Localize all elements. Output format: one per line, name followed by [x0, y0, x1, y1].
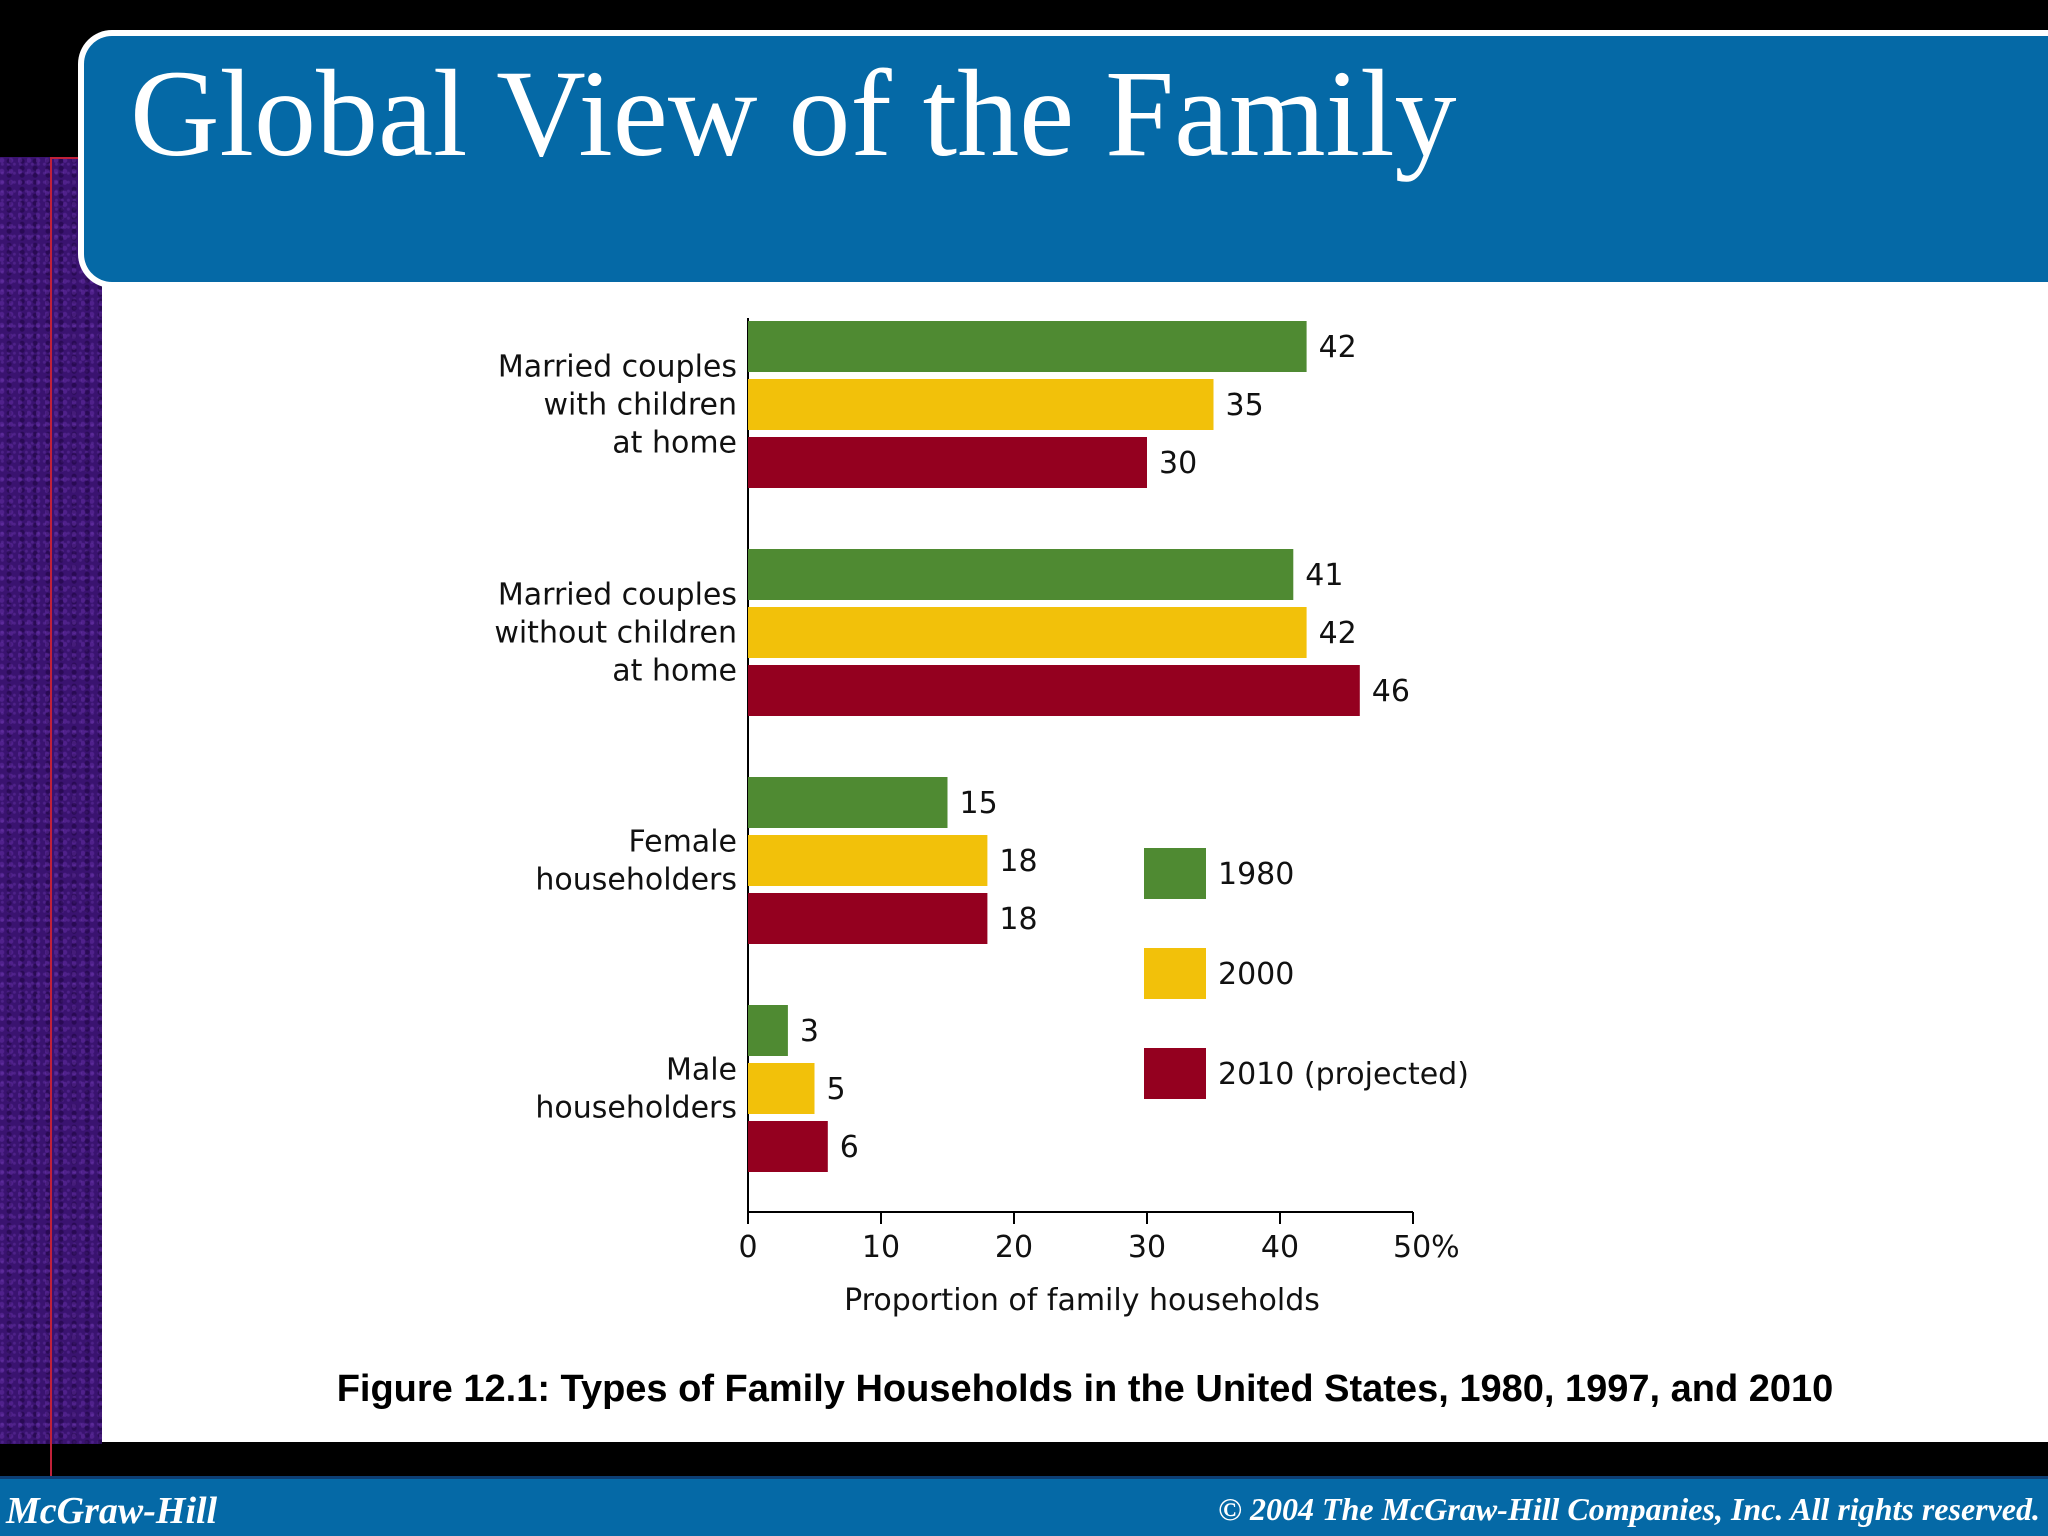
legend-label: 2000 — [1218, 957, 1294, 992]
bar — [748, 835, 987, 886]
category-label: Married couples — [498, 578, 737, 613]
category-label: at home — [612, 654, 737, 689]
category-label: Married couples — [498, 350, 737, 385]
legend-label: 1980 — [1218, 857, 1294, 892]
bar — [748, 607, 1307, 658]
x-tick-label: 30 — [1128, 1230, 1166, 1265]
bar-value-label: 46 — [1372, 674, 1410, 709]
x-tick-label: 0 — [738, 1230, 757, 1265]
legend-swatch — [1144, 1048, 1206, 1099]
category-label: Male — [666, 1053, 737, 1088]
legend-label: 2010 (projected) — [1218, 1057, 1469, 1092]
publisher-name: McGraw-Hill — [6, 1489, 217, 1533]
bar-value-label: 35 — [1226, 388, 1264, 423]
category-label: householders — [535, 1091, 737, 1126]
x-tick-label: 40 — [1261, 1230, 1299, 1265]
legend-swatch — [1144, 848, 1206, 899]
x-tick-label: 50% — [1393, 1230, 1460, 1265]
bar-value-label: 18 — [999, 844, 1037, 879]
x-tick-label: 20 — [995, 1230, 1033, 1265]
bar — [748, 1121, 828, 1172]
bar-value-label: 42 — [1319, 616, 1357, 651]
bar-value-label: 30 — [1159, 446, 1197, 481]
bar — [748, 1063, 815, 1114]
bar-value-label: 3 — [800, 1014, 819, 1049]
bar — [748, 321, 1307, 372]
category-label: at home — [612, 426, 737, 461]
figure-caption: Figure 12.1: Types of Family Households … — [0, 1368, 2048, 1411]
bar — [748, 379, 1214, 430]
bar — [748, 665, 1360, 716]
bar — [748, 1005, 788, 1056]
bar — [748, 893, 987, 944]
bar — [748, 777, 948, 828]
x-tick-label: 10 — [862, 1230, 900, 1265]
bar-value-label: 41 — [1305, 558, 1343, 593]
copyright-notice: © 2004 The McGraw-Hill Companies, Inc. A… — [1218, 1491, 2040, 1528]
bar-value-label: 15 — [960, 786, 998, 821]
bar-value-label: 42 — [1319, 330, 1357, 365]
bar — [748, 549, 1293, 600]
category-label: without children — [494, 616, 737, 651]
bar — [748, 437, 1147, 488]
bar-value-label: 18 — [999, 902, 1037, 937]
bar-value-label: 6 — [840, 1130, 859, 1165]
category-label: householders — [535, 863, 737, 898]
legend-swatch — [1144, 948, 1206, 999]
x-axis-label: Proportion of family households — [844, 1283, 1320, 1318]
category-label: with children — [543, 388, 737, 423]
bar-value-label: 5 — [827, 1072, 846, 1107]
footer-bar: McGraw-Hill © 2004 The McGraw-Hill Compa… — [0, 1476, 2048, 1536]
category-label: Female — [629, 825, 737, 860]
